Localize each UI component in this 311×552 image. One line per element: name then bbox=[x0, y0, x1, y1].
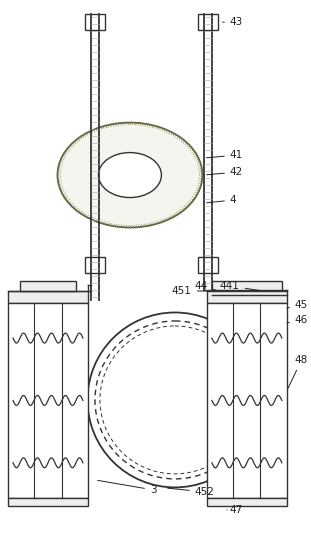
Bar bbox=[8, 303, 88, 498]
Bar bbox=[85, 14, 105, 30]
Text: 46: 46 bbox=[287, 315, 308, 325]
Bar bbox=[207, 291, 287, 303]
Text: 441: 441 bbox=[220, 281, 260, 291]
Bar bbox=[20, 281, 76, 291]
Bar bbox=[8, 498, 88, 506]
Bar bbox=[198, 14, 218, 30]
Text: 42: 42 bbox=[207, 167, 243, 177]
Bar bbox=[212, 281, 282, 291]
Ellipse shape bbox=[58, 123, 202, 227]
Bar bbox=[207, 498, 287, 506]
Text: 4: 4 bbox=[207, 195, 236, 205]
Bar bbox=[85, 257, 105, 273]
Bar bbox=[198, 257, 218, 273]
Text: 45: 45 bbox=[287, 300, 308, 310]
Text: 41: 41 bbox=[207, 150, 243, 160]
Bar bbox=[207, 303, 287, 498]
Text: 452: 452 bbox=[168, 487, 215, 497]
Text: 48: 48 bbox=[288, 355, 308, 388]
Text: 44: 44 bbox=[195, 281, 216, 291]
Text: 3: 3 bbox=[98, 480, 156, 495]
Text: 43: 43 bbox=[223, 17, 243, 27]
Ellipse shape bbox=[99, 152, 161, 198]
Text: 47: 47 bbox=[227, 505, 243, 515]
Bar bbox=[8, 291, 88, 303]
Text: 451: 451 bbox=[172, 286, 207, 296]
Ellipse shape bbox=[99, 152, 161, 198]
